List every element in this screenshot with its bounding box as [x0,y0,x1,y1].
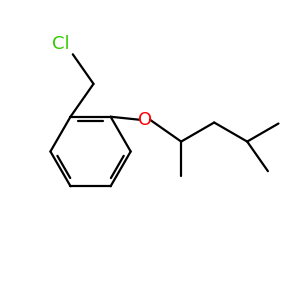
Text: O: O [137,111,152,129]
Text: Cl: Cl [52,35,69,53]
